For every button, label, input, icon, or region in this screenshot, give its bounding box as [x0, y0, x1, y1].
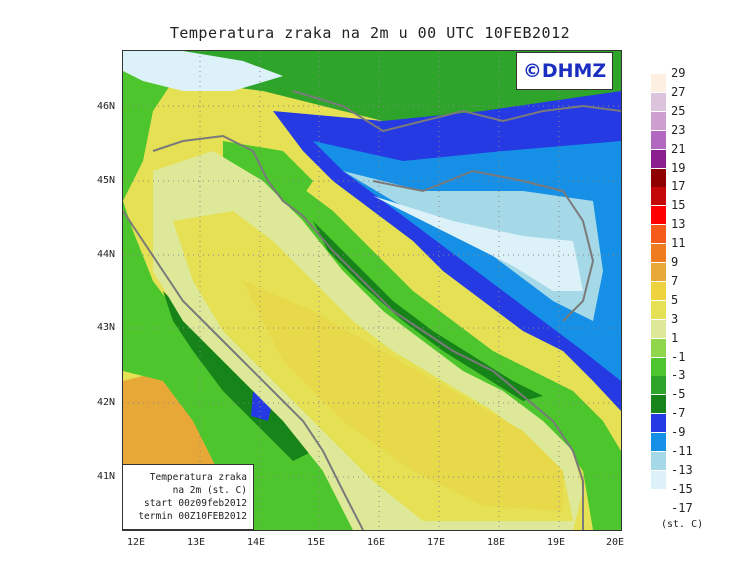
- temperature-map: [122, 50, 622, 531]
- legend-label: -7: [671, 406, 686, 421]
- info-line-3: start 00z09feb2012: [144, 498, 247, 509]
- legend-label: 19: [671, 160, 686, 175]
- legend-label: 15: [671, 198, 686, 213]
- legend-swatch: [651, 206, 666, 225]
- lat-label-41n: 41N: [97, 471, 116, 482]
- legend-swatch: [651, 433, 666, 452]
- legend-swatch: [651, 357, 666, 376]
- lon-label-20e: 20E: [606, 537, 625, 548]
- lon-label-17e: 17E: [427, 537, 446, 548]
- legend-swatch: [651, 149, 666, 168]
- legend-swatch: [651, 263, 666, 281]
- legend-label: 21: [671, 141, 686, 156]
- legend-label: 25: [671, 103, 686, 118]
- legend-swatch: [651, 74, 666, 92]
- lon-label-16e: 16E: [367, 537, 386, 548]
- legend-label: 11: [671, 236, 686, 251]
- region-italy-green: [123, 51, 173, 201]
- legend-label: 13: [671, 217, 686, 232]
- copyright-label: ©DHMZ: [516, 52, 613, 90]
- legend-swatch: [651, 395, 666, 414]
- lon-label-12e: 12E: [127, 537, 146, 548]
- lat-label-44n: 44N: [97, 249, 116, 260]
- lon-label-15e: 15E: [307, 537, 326, 548]
- legend-label: -11: [671, 444, 693, 458]
- legend-label: 17: [671, 179, 686, 194]
- lon-label-19e: 19E: [547, 537, 566, 548]
- legend-units: (st. C): [661, 519, 704, 530]
- lon-label-13e: 13E: [187, 537, 206, 548]
- legend-label: -17: [671, 500, 693, 515]
- region-adriatic-warm: [243, 281, 563, 511]
- legend-swatch: [651, 92, 666, 111]
- graticule: [123, 51, 621, 530]
- lon-label-18e: 18E: [487, 537, 506, 548]
- legend-label: 9: [671, 255, 679, 269]
- legend-swatch: [651, 414, 666, 433]
- legend-swatch: [651, 489, 666, 508]
- map-canvas: [123, 51, 621, 530]
- lat-label-46n: 46N: [97, 101, 116, 112]
- legend-label: -15: [671, 481, 693, 496]
- legend-swatch: [651, 244, 666, 263]
- legend-swatch: [651, 168, 666, 187]
- legend-swatch: [651, 300, 666, 319]
- legend-swatch: [651, 187, 666, 206]
- legend-swatch: [651, 338, 666, 357]
- legend-label: -1: [671, 349, 686, 364]
- legend-swatch: [651, 225, 666, 244]
- legend-label: 29: [671, 66, 686, 80]
- legend-swatch: [651, 130, 666, 149]
- legend-label: 23: [671, 122, 686, 137]
- lat-label-42n: 42N: [97, 397, 116, 408]
- info-box: Temperatura zraka na 2m (st. C) start 00…: [122, 464, 254, 530]
- legend-swatch: [651, 319, 666, 338]
- lon-label-14e: 14E: [247, 537, 266, 548]
- legend-label: 1: [671, 330, 679, 345]
- legend-swatch: [651, 111, 666, 130]
- legend-label: 3: [671, 311, 679, 326]
- legend-swatch: [651, 470, 666, 489]
- legend-label: 27: [671, 84, 686, 99]
- info-line-2: na 2m (st. C): [172, 485, 247, 496]
- legend-label: 5: [671, 292, 679, 307]
- coastlines: [123, 90, 621, 530]
- legend-label: -5: [671, 387, 686, 402]
- legend-label: -9: [671, 425, 686, 440]
- legend-swatch: [651, 452, 666, 470]
- legend-swatch: [651, 281, 666, 300]
- lat-label-45n: 45N: [97, 175, 116, 186]
- legend-label: 7: [671, 273, 679, 288]
- map-title: Temperatura zraka na 2m u 00 UTC 10FEB20…: [169, 24, 571, 42]
- legend-label: -13: [671, 462, 693, 477]
- lat-label-43n: 43N: [97, 322, 116, 333]
- region-balkan-snow: [373, 196, 583, 291]
- region-north-snow: [123, 51, 283, 91]
- info-line-1: Temperatura zraka: [149, 472, 247, 483]
- legend-swatch: [651, 376, 666, 395]
- legend-label: -3: [671, 368, 686, 383]
- info-line-4: termin 00Z10FEB2012: [138, 511, 247, 522]
